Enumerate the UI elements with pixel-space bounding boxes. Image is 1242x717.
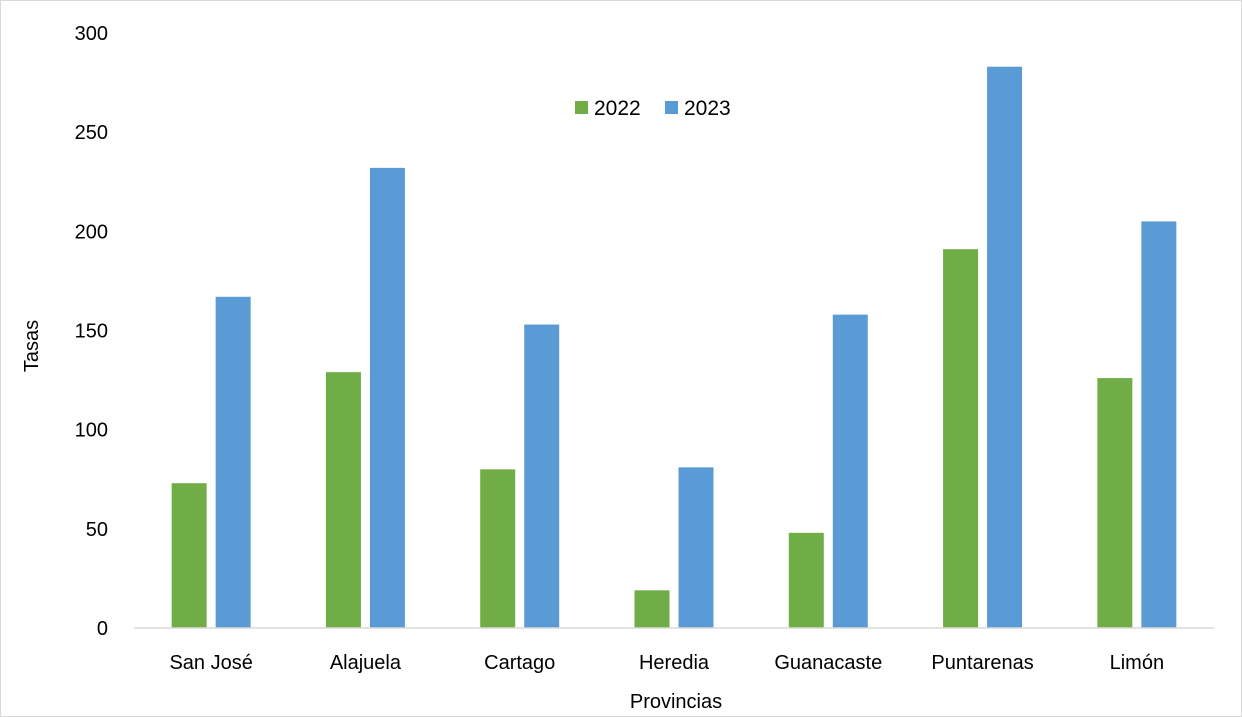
bar-2022-3 (634, 590, 670, 628)
bar-2022-5 (943, 249, 979, 628)
legend-label-2022: 2022 (594, 97, 641, 120)
y-axis-ticks: 0 50 100 150 200 250 300 (75, 23, 108, 640)
y-tick-label: 250 (75, 122, 108, 144)
legend-label-2023: 2023 (684, 97, 731, 120)
bar-2023-3 (678, 467, 714, 628)
bar-2023-4 (832, 314, 868, 628)
x-tick-label: Cartago (484, 652, 555, 674)
bar-2022-1 (325, 372, 361, 628)
x-tick-label: Guanacaste (774, 652, 882, 674)
y-tick-label: 0 (97, 618, 108, 640)
x-tick-label: Limón (1110, 652, 1164, 674)
bar-2023-0 (215, 296, 251, 628)
bar-2022-6 (1097, 378, 1133, 628)
bar-2023-6 (1141, 221, 1177, 628)
y-tick-label: 200 (75, 221, 108, 243)
bar-2022-0 (171, 483, 207, 628)
legend-swatch-2022 (575, 101, 588, 114)
y-tick-label: 150 (75, 321, 108, 343)
x-axis-ticks: San José Alajuela Cartago Heredia Guanacaste… (169, 652, 1164, 674)
legend: 2022 2023 (575, 97, 731, 120)
x-tick-label: San José (169, 652, 252, 674)
bar-2023-2 (524, 324, 560, 628)
bars (171, 66, 1177, 628)
bar-2022-4 (788, 532, 824, 628)
x-axis-title: Provincias (630, 691, 722, 713)
bar-2023-5 (987, 66, 1023, 628)
x-tick-label: Puntarenas (931, 652, 1033, 674)
x-tick-label: Alajuela (330, 652, 402, 674)
y-axis-title: Tasas (21, 320, 43, 372)
bar-2023-1 (369, 167, 405, 628)
bar-2022-2 (480, 469, 516, 628)
y-tick-label: 300 (75, 23, 108, 45)
x-tick-label: Heredia (639, 652, 710, 674)
legend-swatch-2023 (665, 101, 678, 114)
y-tick-label: 50 (86, 519, 108, 541)
y-tick-label: 100 (75, 420, 108, 442)
